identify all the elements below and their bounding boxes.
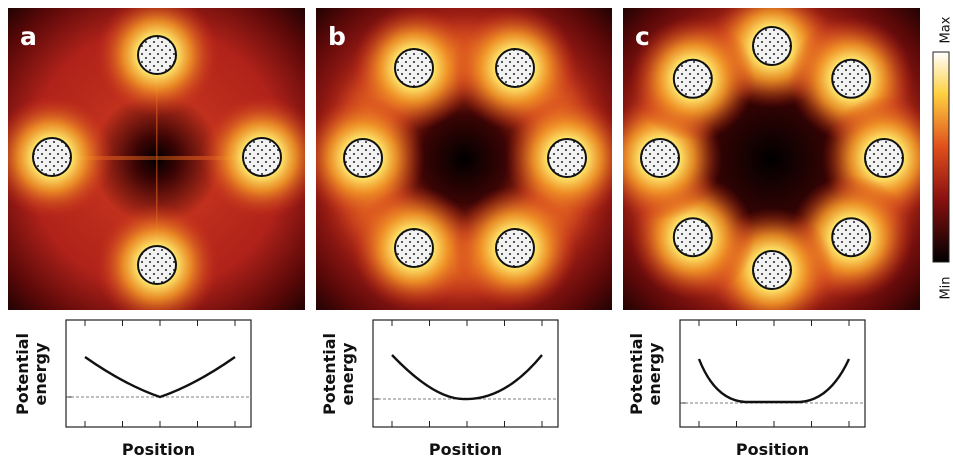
plot-frame xyxy=(373,320,558,427)
colorbar-max: Max xyxy=(939,16,953,43)
y-axis-label: energy xyxy=(645,342,664,405)
rod xyxy=(832,218,870,256)
y-axis-label: energy xyxy=(31,342,50,405)
rod xyxy=(496,49,534,87)
colorbar xyxy=(933,52,949,262)
heatmap-panel: a xyxy=(0,0,324,327)
y-axis-label: Potential xyxy=(13,333,32,415)
energy-curve xyxy=(392,355,542,399)
energy-curve xyxy=(699,359,849,402)
plot-frame xyxy=(680,320,865,427)
heatmap-panel: b xyxy=(301,6,629,310)
rod xyxy=(138,246,176,284)
rod xyxy=(548,139,586,177)
rod xyxy=(496,229,534,267)
rod xyxy=(395,229,433,267)
x-axis-label: Position xyxy=(122,440,195,459)
panel-label: b xyxy=(328,22,346,51)
rod xyxy=(33,138,71,176)
rod xyxy=(138,36,176,74)
colorbar-min: Min xyxy=(939,276,953,299)
heatmap xyxy=(0,0,324,327)
rod xyxy=(865,139,903,177)
rod xyxy=(344,139,382,177)
y-axis-label: Potential xyxy=(627,333,646,415)
rod xyxy=(832,60,870,98)
heatmap xyxy=(598,0,946,332)
rod xyxy=(753,251,791,289)
figure: Max Min aPositionPotentialenergybPositio… xyxy=(0,0,953,462)
rod xyxy=(674,218,712,256)
x-axis-label: Position xyxy=(736,440,809,459)
panel-label: c xyxy=(635,22,650,51)
heatmap-panel: c xyxy=(598,0,946,332)
y-axis-label: energy xyxy=(338,342,357,405)
heatmap xyxy=(301,6,629,310)
rod xyxy=(395,49,433,87)
rod xyxy=(641,139,679,177)
rod xyxy=(753,27,791,65)
x-axis-label: Position xyxy=(429,440,502,459)
rod xyxy=(243,138,281,176)
energy-curve xyxy=(85,357,235,397)
rod xyxy=(674,60,712,98)
y-axis-label: Potential xyxy=(320,333,339,415)
plot-frame xyxy=(66,320,251,427)
panel-label: a xyxy=(20,22,37,51)
